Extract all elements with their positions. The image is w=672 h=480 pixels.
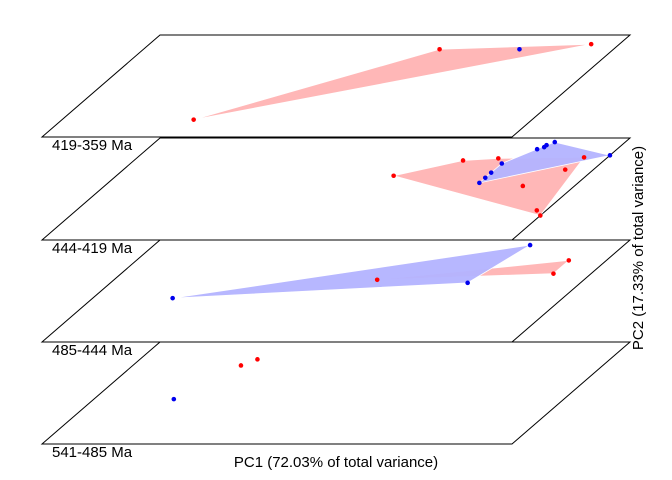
blue-point-2-1 [465,281,470,286]
blue-point-1-6 [544,143,549,148]
blue-point-1-8 [608,153,613,158]
layer-label-0: 419-359 Ma [52,137,133,154]
red-point-2-0 [375,277,380,282]
blue-point-1-1 [489,170,494,175]
red-hull-0 [194,44,592,119]
layer-label-3: 541-485 Ma [52,444,133,461]
red-point-2-2 [551,271,556,276]
red-point-2-1 [567,258,572,263]
blue-hull-2 [173,245,530,298]
red-point-1-3 [521,184,526,189]
red-point-1-1 [461,158,466,163]
red-point-1-2 [496,156,501,161]
red-point-1-4 [582,155,587,160]
blue-point-2-2 [528,243,533,248]
blue-point-3-0 [172,397,177,402]
red-point-1-7 [538,213,543,218]
red-point-3-0 [255,357,260,362]
blue-point-1-4 [535,147,540,152]
convex-hulls [173,44,610,298]
red-point-3-1 [239,363,244,368]
data-points [170,42,612,402]
blue-point-1-7 [552,140,557,145]
red-point-1-5 [563,167,568,172]
red-point-0-2 [589,42,594,47]
red-point-1-0 [391,173,396,178]
blue-point-1-2 [483,175,488,180]
blue-point-1-0 [500,161,505,166]
layer-label-1: 444-419 Ma [52,240,133,257]
blue-point-1-3 [477,181,482,186]
y-axis-label: PC2 (17.33% of total variance) [630,146,647,350]
x-axis-label: PC1 (72.03% of total variance) [234,454,438,471]
red-point-0-1 [437,47,442,52]
blue-point-2-0 [170,296,175,301]
red-point-0-0 [191,117,196,122]
layer-label-2: 485-444 Ma [52,342,133,359]
blue-point-0-0 [517,47,522,52]
red-point-1-6 [535,208,540,213]
